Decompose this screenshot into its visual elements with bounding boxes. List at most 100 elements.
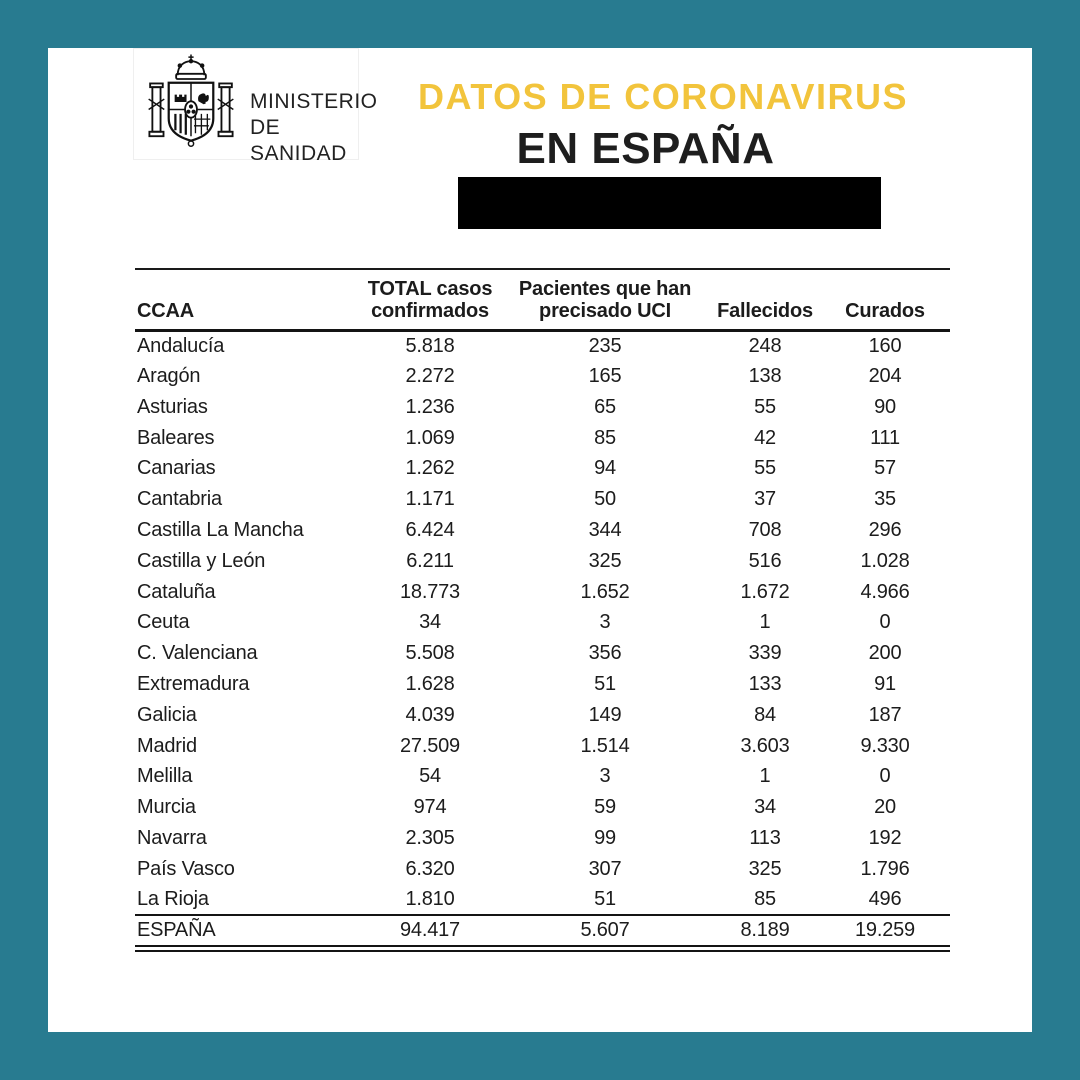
value-cell: 708: [748, 518, 782, 541]
total-fallecidos: 8.189: [710, 914, 820, 952]
value-cell: 192: [868, 826, 902, 849]
table-row: Baleares 1.069 85 42 111: [135, 423, 950, 454]
table-row: Cataluña 18.773 1.652 1.672 4.966: [135, 577, 950, 608]
col-header-total-casos: TOTAL casos confirmados: [360, 267, 500, 332]
region-cell: Aragón: [137, 364, 201, 387]
table-row: País Vasco 6.320 307 325 1.796: [135, 854, 950, 885]
value-cell: 35: [874, 488, 896, 511]
value-cell: 1: [759, 765, 771, 788]
value-cell: 1.514: [580, 734, 630, 757]
value-cell: 138: [748, 364, 782, 387]
table-row: Canarias 1.262 94 55 57: [135, 453, 950, 484]
value-cell: 84: [754, 703, 776, 726]
value-cell: 165: [588, 364, 622, 387]
table-row: Murcia 974 59 34 20: [135, 792, 950, 823]
value-cell: 4.039: [405, 703, 455, 726]
value-cell: 3.603: [740, 734, 790, 757]
col-header-ccaa: CCAA: [135, 267, 360, 332]
region-cell: Madrid: [137, 734, 197, 757]
value-cell: 20: [874, 796, 896, 819]
value-cell: 1.672: [740, 580, 790, 603]
region-cell: Melilla: [137, 765, 193, 788]
value-cell: 200: [868, 642, 902, 665]
value-cell: 1.628: [405, 672, 455, 695]
value-cell: 59: [594, 796, 616, 819]
covid-data-table: CCAA TOTAL casos confirmados Pacientes q…: [135, 267, 950, 952]
value-cell: 204: [868, 364, 902, 387]
value-cell: 325: [748, 857, 782, 880]
value-cell: 37: [754, 488, 776, 511]
total-label: ESPAÑA: [135, 914, 360, 952]
region-cell: Castilla La Mancha: [137, 518, 304, 541]
col-header-fallecidos: Fallecidos: [710, 267, 820, 332]
value-cell: 0: [879, 611, 891, 634]
page-title: DATOS DE CORONAVIRUS: [418, 76, 909, 117]
value-cell: 6.424: [405, 518, 455, 541]
region-cell: Cataluña: [137, 580, 216, 603]
region-cell: Cantabria: [137, 488, 222, 511]
table-row: Castilla La Mancha 6.424 344 708 296: [135, 515, 950, 546]
table-row: Navarra 2.305 99 113 192: [135, 823, 950, 854]
value-cell: 9.330: [860, 734, 910, 757]
region-cell: Castilla y León: [137, 549, 266, 572]
table-row: Ceuta 34 3 1 0: [135, 607, 950, 638]
value-cell: 1: [759, 611, 771, 634]
value-cell: 248: [748, 334, 782, 357]
table-row: Melilla 54 3 1 0: [135, 761, 950, 792]
value-cell: 111: [870, 426, 900, 449]
ministry-logo-box: MINISTERIO DE SANIDAD: [133, 48, 377, 165]
value-cell: 99: [594, 826, 616, 849]
ministry-name-line1: MINISTERIO: [250, 90, 378, 113]
total-casos: 94.417: [360, 914, 500, 952]
value-cell: 34: [754, 796, 776, 819]
value-cell: 55: [754, 457, 776, 480]
value-cell: 1.262: [405, 457, 455, 480]
value-cell: 4.966: [860, 580, 910, 603]
value-cell: 85: [754, 888, 776, 911]
value-cell: 5.818: [405, 334, 455, 357]
value-cell: 6.211: [406, 549, 454, 572]
value-cell: 133: [748, 672, 782, 695]
table-row: Aragón 2.272 165 138 204: [135, 361, 950, 392]
region-cell: Galicia: [137, 703, 197, 726]
col-header-curados: Curados: [820, 267, 950, 332]
table-row: Andalucía 5.818 235 248 160: [135, 330, 950, 361]
value-cell: 516: [748, 549, 782, 572]
value-cell: 18.773: [400, 580, 460, 603]
value-cell: 51: [594, 888, 616, 911]
value-cell: 3: [599, 611, 611, 634]
region-cell: C. Valenciana: [137, 642, 258, 665]
value-cell: 54: [419, 765, 441, 788]
region-cell: Canarias: [137, 457, 216, 480]
table-row: Asturias 1.236 65 55 90: [135, 392, 950, 423]
table-row: Madrid 27.509 1.514 3.603 9.330: [135, 731, 950, 762]
value-cell: 1.652: [580, 580, 630, 603]
total-row: ESPAÑA 94.417 5.607 8.189 19.259: [135, 914, 950, 952]
region-cell: Extremadura: [137, 672, 250, 695]
table-row: Galicia 4.039 149 84 187: [135, 700, 950, 731]
value-cell: 1.069: [405, 426, 455, 449]
value-cell: 85: [594, 426, 616, 449]
value-cell: 34: [419, 611, 441, 634]
value-cell: 94: [594, 457, 616, 480]
table-row: C. Valenciana 5.508 356 339 200: [135, 638, 950, 669]
total-uci: 5.607: [500, 914, 710, 952]
value-cell: 113: [749, 826, 781, 849]
value-cell: 356: [588, 642, 622, 665]
region-cell: Asturias: [137, 395, 208, 418]
header-row: CCAA TOTAL casos confirmados Pacientes q…: [135, 267, 950, 332]
value-cell: 42: [754, 426, 776, 449]
value-cell: 974: [413, 796, 447, 819]
region-cell: La Rioja: [137, 888, 209, 911]
value-cell: 235: [588, 334, 622, 357]
spanish-coat-of-arms-icon: [144, 53, 238, 157]
value-cell: 91: [874, 672, 896, 695]
ministry-name-line2: DE SANIDAD: [250, 116, 347, 165]
table-body: Andalucía 5.818 235 248 160 Aragón 2.272 165 138…: [135, 330, 950, 915]
region-cell: Andalucía: [137, 334, 225, 357]
table-row: La Rioja 1.810 51 85 496: [135, 885, 950, 916]
value-cell: 2.305: [405, 826, 455, 849]
value-cell: 57: [874, 457, 896, 480]
title-block: DATOS DE CORONAVIRUS EN ESPAÑA: [418, 76, 909, 174]
region-cell: Ceuta: [137, 611, 190, 634]
